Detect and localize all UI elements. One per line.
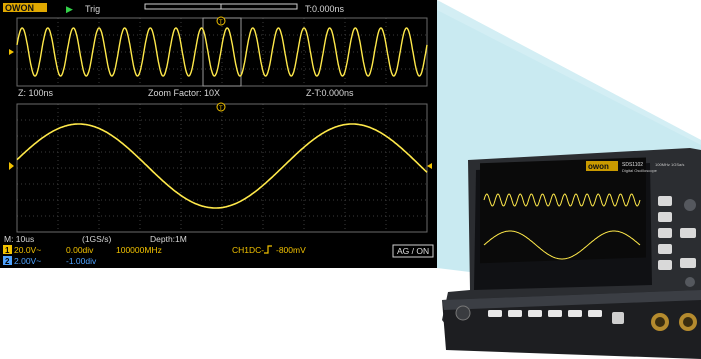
ch2-volts-per-div[interactable]: 2.00V~ — [14, 256, 41, 266]
device-subtitle-text: Digital Oscilloscope — [622, 168, 658, 173]
device-logo-text: owon — [588, 162, 609, 171]
ch1-level-marker-zoom[interactable] — [9, 49, 14, 55]
svg-text:T: T — [219, 106, 223, 112]
zoom-timebase-readout: Z: 100ns — [18, 88, 54, 98]
zoom-waveform-trace — [16, 27, 428, 77]
device-model-text: SDS1102 — [622, 162, 643, 168]
main-waveform-trace — [16, 123, 428, 209]
memory-depth-readout: Depth:1M — [150, 234, 187, 244]
time-offset-readout: T:0.000ns — [305, 4, 345, 14]
svg-text:T: T — [219, 20, 223, 26]
ch1-level-marker-main[interactable] — [9, 162, 14, 170]
rising-edge-icon — [264, 245, 272, 254]
main-timebase-readout: M: 10us — [4, 234, 34, 244]
zoom-panel-grid — [17, 18, 427, 86]
run-state-icon[interactable]: ▶ — [66, 4, 73, 14]
device-logo-plate — [586, 161, 618, 171]
oscilloscope-screen: OWON ▶ Trig T:0.000ns T Z: 100ns Zoom Fa… — [0, 0, 437, 268]
trigger-source-readout: CH1DC- — [232, 245, 264, 255]
trigger-level-marker[interactable] — [427, 163, 432, 169]
zoom-time-readout: Z-T:0.000ns — [306, 88, 354, 98]
sample-rate-readout: (1GS/s) — [82, 234, 111, 244]
header-bar — [0, 0, 437, 14]
trigger-position-marker-main[interactable] — [216, 102, 226, 112]
device-bottom-buttons — [455, 305, 624, 324]
zoom-factor-readout: Zoom Factor: 10X — [148, 88, 220, 98]
ch1-badge — [3, 245, 12, 254]
ch2-index: 2 — [5, 257, 10, 266]
ch1-volts-per-div[interactable]: 20.0V~ — [14, 245, 41, 255]
device-side-buttons — [658, 196, 696, 287]
trigger-level-readout: -800mV — [276, 245, 306, 255]
device-bnc-connectors — [651, 313, 697, 331]
ch1-index: 1 — [5, 246, 10, 255]
acquire-mode-label: AG / ON — [397, 246, 429, 256]
device-screen — [480, 157, 646, 264]
trigger-label: Trig — [85, 4, 100, 14]
main-panel-grid — [17, 104, 427, 232]
ch2-offset: -1.00div — [66, 256, 97, 266]
device-spec-text: 100MHz 1GSa/s — [655, 162, 684, 167]
ch1-frequency: 100000MHz — [116, 245, 162, 255]
acquire-mode-box[interactable] — [392, 244, 434, 258]
ch1-offset: 0.00div — [66, 245, 94, 255]
brand-logo: OWON — [5, 3, 34, 13]
ch2-badge — [3, 256, 12, 265]
brand-logo-box — [3, 3, 47, 12]
trigger-position-marker-zoom[interactable] — [216, 16, 226, 26]
